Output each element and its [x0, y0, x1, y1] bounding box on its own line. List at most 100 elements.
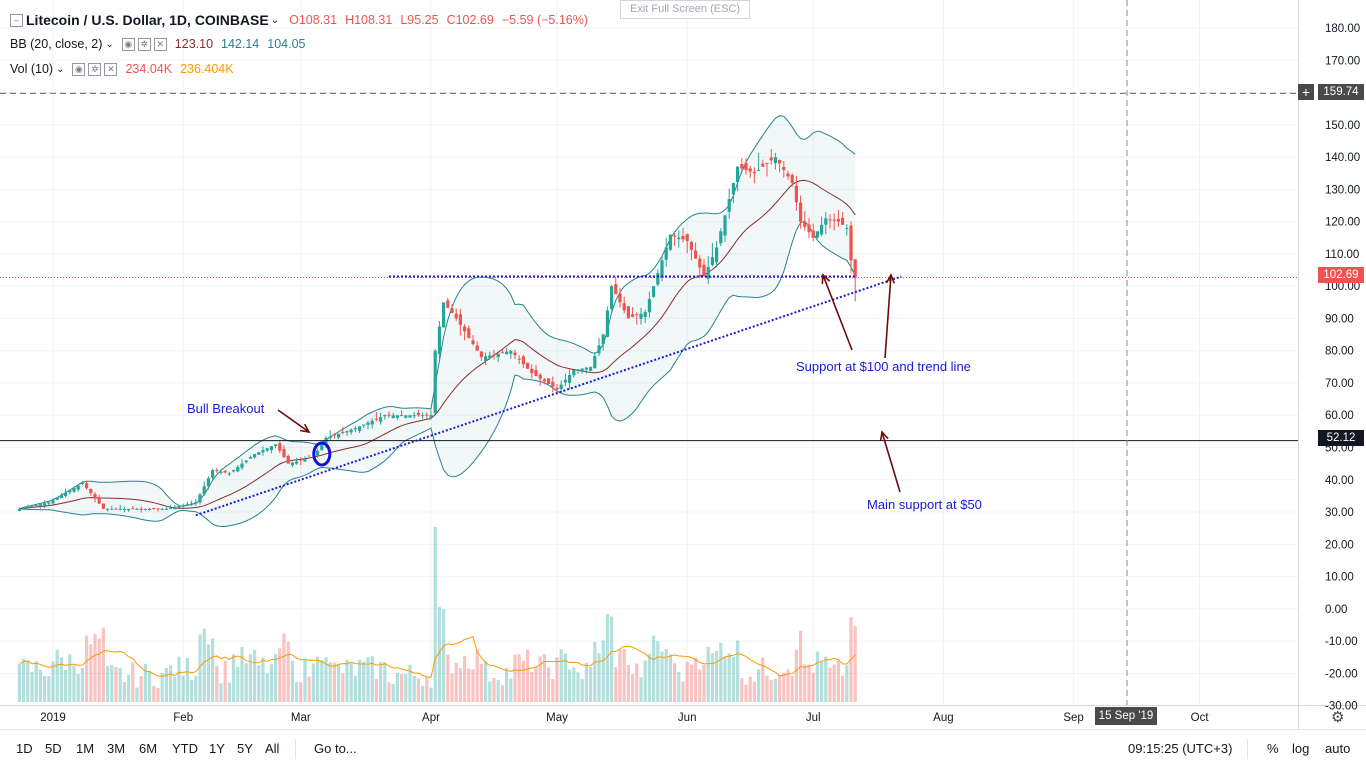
- volume-bar: [248, 654, 252, 702]
- volume-bar: [93, 633, 97, 702]
- bb-label[interactable]: BB (20, close, 2): [10, 37, 103, 51]
- chevron-down-icon[interactable]: ⌄: [56, 63, 65, 75]
- candle-body: [773, 157, 777, 164]
- change-value: −5.59 (−5.16%): [501, 13, 589, 27]
- candle-body: [232, 470, 236, 472]
- volume-bar: [773, 678, 777, 702]
- candle-body: [500, 352, 504, 354]
- annotation-bull-breakout[interactable]: Bull Breakout: [187, 401, 265, 416]
- y-tick-label: -10.00: [1325, 636, 1358, 648]
- range-1d[interactable]: 1D: [16, 741, 33, 756]
- volume-bar: [815, 651, 819, 702]
- candle-body: [559, 384, 563, 390]
- eye-icon[interactable]: ◉: [121, 37, 135, 51]
- vol-label[interactable]: Vol (10): [10, 62, 54, 76]
- candle-body: [274, 444, 278, 447]
- candle-body: [227, 473, 231, 475]
- volume-bar: [311, 663, 315, 702]
- volume-bar: [421, 685, 425, 702]
- volume-bar: [236, 666, 240, 702]
- chevron-down-icon[interactable]: ⌄: [270, 14, 280, 26]
- x-tick-label: Aug: [933, 712, 953, 724]
- volume-bar: [530, 671, 534, 702]
- candle-body: [194, 502, 198, 504]
- candle-body: [505, 351, 509, 355]
- volume-bar: [752, 681, 756, 702]
- y-tick-label: 170.00: [1325, 55, 1360, 67]
- volume-bar: [517, 654, 521, 702]
- range-1y[interactable]: 1Y: [209, 741, 225, 756]
- candle-body: [484, 356, 488, 361]
- candle-body: [845, 228, 849, 230]
- volume-bar: [404, 673, 408, 702]
- arrow-main-support-head: [879, 430, 889, 442]
- clock-divider: [1247, 739, 1248, 759]
- volume-bar: [143, 663, 147, 702]
- volume-bar: [790, 675, 794, 702]
- symbol-title[interactable]: Litecoin / U.S. Dollar, 1D, COINBASE: [26, 12, 269, 28]
- candle-body: [148, 508, 152, 511]
- gear-icon[interactable]: ✲: [88, 62, 102, 76]
- range-5d[interactable]: 5D: [45, 741, 62, 756]
- annotation-main-support[interactable]: Main support at $50: [867, 497, 982, 512]
- annotation-support-100[interactable]: Support at $100 and trend line: [796, 359, 971, 374]
- candle-body: [778, 160, 782, 164]
- candle-body: [169, 507, 173, 509]
- plus-icon[interactable]: +: [1298, 84, 1314, 100]
- volume-bar: [761, 657, 765, 702]
- candle-body: [757, 169, 761, 171]
- auto-toggle[interactable]: auto: [1325, 741, 1351, 756]
- volume-bar: [240, 646, 244, 702]
- volume-bar: [387, 682, 391, 702]
- exit-fullscreen-button[interactable]: Exit Full Screen (ESC): [620, 0, 750, 19]
- range-1m[interactable]: 1M: [76, 741, 95, 756]
- arrow-support-100-b-head: [885, 273, 896, 284]
- candle-body: [496, 353, 500, 358]
- range-5y[interactable]: 5Y: [237, 741, 253, 756]
- goto-button[interactable]: Go to...: [314, 741, 357, 756]
- candle-body: [379, 417, 383, 422]
- gear-icon[interactable]: ✲: [137, 37, 151, 51]
- candle-body: [794, 185, 798, 203]
- volume-bar: [723, 657, 727, 702]
- volume-bar: [778, 674, 782, 702]
- y-tick-label: 110.00: [1325, 249, 1359, 261]
- volume-bar: [190, 680, 194, 702]
- price-chart[interactable]: 180.00170.00160.00150.00140.00130.00120.…: [0, 0, 1366, 729]
- candle-body: [316, 450, 320, 456]
- percent-toggle[interactable]: %: [1267, 741, 1279, 756]
- candle-body: [702, 264, 706, 277]
- candle-body: [769, 157, 773, 161]
- range-6m[interactable]: 6M: [139, 741, 158, 756]
- clock-display[interactable]: 09:15:25 (UTC+3): [1128, 741, 1233, 756]
- candle-body: [307, 457, 311, 459]
- vol-legend: Vol (10) ⌄ ◉ ✲ ✕ 234.04K 236.404K: [10, 62, 242, 76]
- log-toggle[interactable]: log: [1292, 741, 1310, 756]
- eye-icon[interactable]: ◉: [72, 62, 86, 76]
- volume-bar: [395, 672, 399, 702]
- candle-body: [114, 508, 118, 510]
- volume-bar: [828, 667, 832, 702]
- volume-bar: [744, 684, 748, 702]
- arrow-bull-breakout: [277, 409, 310, 433]
- chevron-down-icon[interactable]: ⌄: [105, 38, 114, 50]
- low-value: L95.25: [400, 13, 439, 27]
- volume-bar: [551, 679, 555, 702]
- candle-body: [303, 459, 307, 462]
- close-icon[interactable]: ✕: [104, 62, 118, 76]
- volume-bar: [782, 672, 786, 702]
- volume-bar: [307, 676, 311, 702]
- volume-bar: [589, 667, 593, 702]
- candle-body: [400, 415, 404, 417]
- y-tick-label: 60.00: [1325, 410, 1354, 422]
- time-crosshair-label: 15 Sep '19: [1095, 707, 1157, 725]
- chart-settings-gear-icon[interactable]: ⚙: [1331, 709, 1345, 726]
- range-all[interactable]: All: [265, 741, 280, 756]
- volume-bar: [811, 672, 815, 702]
- range-3m[interactable]: 3M: [107, 741, 126, 756]
- range-ytd[interactable]: YTD: [172, 741, 198, 756]
- volume-bar: [257, 665, 261, 702]
- close-value: C102.69: [446, 13, 494, 27]
- close-icon[interactable]: ✕: [153, 37, 167, 51]
- collapse-icon[interactable]: –: [10, 13, 23, 27]
